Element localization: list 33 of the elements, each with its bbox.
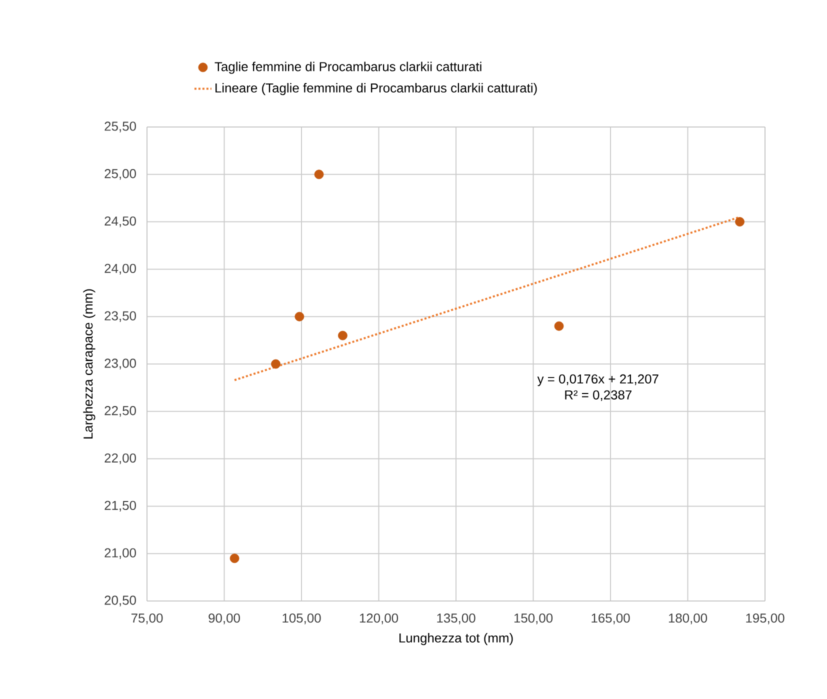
y-tick-label: 23,50 bbox=[104, 311, 136, 322]
point bbox=[338, 330, 348, 340]
y-tick-label: 23,00 bbox=[104, 358, 136, 370]
point bbox=[294, 312, 304, 322]
x-tick-label: 195,00 bbox=[746, 614, 784, 624]
x-tick-label: 105,00 bbox=[282, 614, 321, 624]
x-tick-label: 120,00 bbox=[360, 614, 398, 624]
x-tick-label: 165,00 bbox=[592, 614, 630, 624]
point bbox=[735, 217, 744, 226]
x-tick-label: 150,00 bbox=[514, 614, 553, 624]
x-tick-label: 90,00 bbox=[208, 614, 240, 624]
point bbox=[314, 170, 324, 180]
point bbox=[554, 321, 564, 331]
y-axis-title: Larghezza carapace (mm) bbox=[83, 289, 96, 439]
y-tick-label: 24,00 bbox=[104, 264, 136, 275]
annotation: y = 0,0176x + 21,207 bbox=[537, 374, 658, 386]
y-tick-label: 24,50 bbox=[104, 216, 136, 228]
y-tick-label: 22,00 bbox=[104, 453, 136, 464]
annotation: R² = 0,2387 bbox=[565, 390, 632, 402]
point bbox=[271, 359, 280, 369]
legend-label: Taglie femmine di Procambarus clarkii catturati bbox=[214, 62, 482, 74]
y-tick-label: 22,50 bbox=[104, 406, 136, 417]
x-tick-label: 75,00 bbox=[131, 614, 163, 624]
point bbox=[230, 554, 240, 564]
x-tick-label: 135,00 bbox=[437, 614, 476, 624]
y-tick-label: 21,00 bbox=[104, 548, 136, 559]
x-axis-title: Lunghezza tot (mm) bbox=[399, 633, 513, 646]
y-tick-label: 20,50 bbox=[104, 596, 136, 606]
legend-label: Lineare (Taglie femmine di Procambarus clarkii catturati) bbox=[216, 83, 537, 96]
y-tick-label: 25,00 bbox=[104, 169, 136, 180]
y-tick-label: 25,50 bbox=[104, 122, 136, 132]
y-tick-label: 21,50 bbox=[104, 500, 136, 512]
x-tick-label: 180,00 bbox=[668, 614, 708, 624]
